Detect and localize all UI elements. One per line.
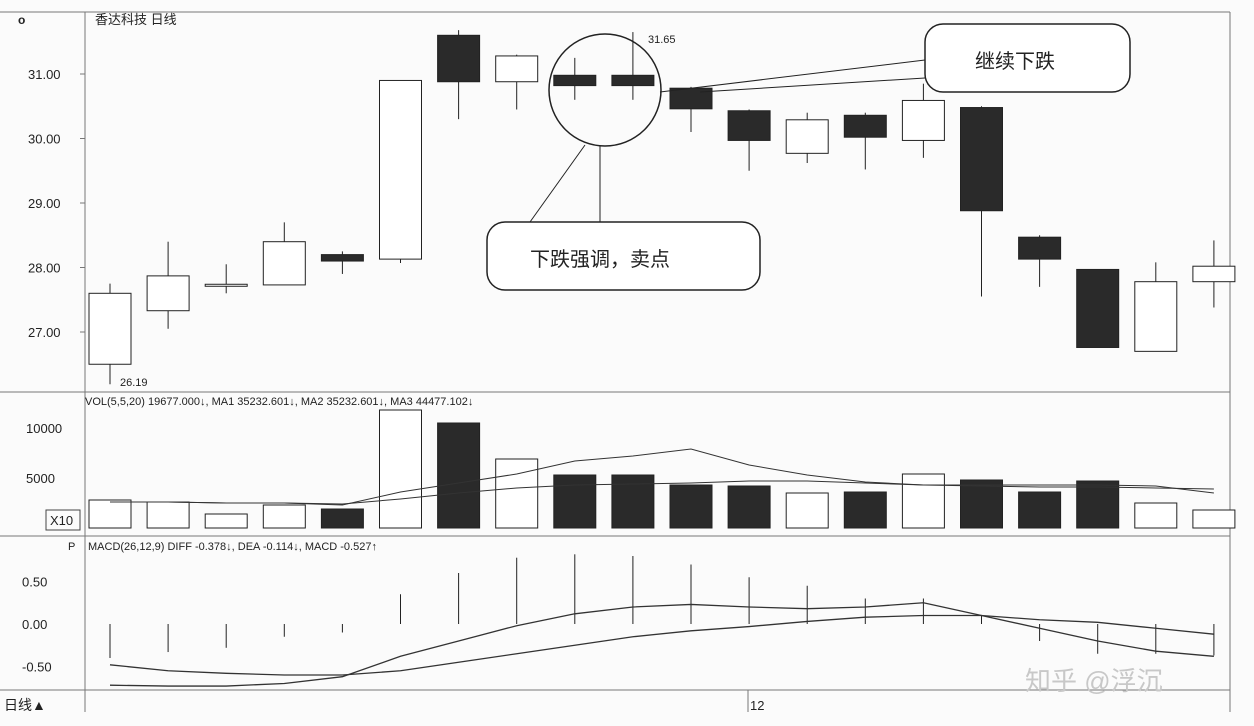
volume-bar [204, 513, 248, 529]
candle-down [320, 254, 364, 262]
volume-bar [437, 422, 481, 529]
callout-line [659, 59, 926, 93]
volume-ma-line [110, 480, 1214, 505]
period-button[interactable]: 日线▲ [4, 697, 46, 713]
volume-bar [1018, 491, 1062, 529]
macd-tick-label: -0.50 [22, 660, 52, 675]
price-tick-label: 29.00 [28, 196, 61, 211]
volume-bar [88, 499, 132, 529]
highlight-circle [548, 33, 662, 147]
candle-up [88, 292, 132, 365]
volume-bar [843, 491, 887, 529]
volume-bar [1076, 480, 1120, 529]
candle-down [611, 74, 655, 87]
callout-text: 继续下跌 [975, 50, 1055, 73]
high-price-label: 31.65 [648, 34, 676, 46]
candle-down [960, 107, 1003, 212]
volume-bar [960, 479, 1003, 529]
dea-line [109, 614, 1214, 676]
candle-down [1076, 268, 1120, 348]
volume-bar [1192, 509, 1236, 529]
callout-line [699, 77, 926, 93]
volume-bar [669, 484, 713, 529]
diff-line [109, 602, 1214, 687]
callout-box-continue-fall [924, 23, 1131, 93]
candle-up [204, 283, 248, 287]
unit-box [45, 509, 81, 531]
volume-bar [320, 508, 364, 529]
macd-mark: P [68, 541, 75, 553]
vol-header: VOL(5,5,20) 19677.000↓, MA1 35232.601↓, … [85, 396, 473, 408]
macd-tick-label: 0.00 [22, 617, 47, 632]
volume-bar [553, 474, 597, 529]
volume-bar [1134, 502, 1178, 529]
candle-up [1192, 265, 1236, 283]
x-tick-label: 12 [750, 698, 764, 713]
price-tick-label: 27.00 [28, 325, 61, 340]
macd-header: MACD(26,12,9) DIFF -0.378↓, DEA -0.114↓,… [88, 541, 377, 553]
volume-bar [379, 409, 422, 529]
candle-up [495, 55, 539, 83]
vol-tick-label: 5000 [26, 471, 55, 486]
candle-up [379, 79, 422, 260]
watermark: 知乎 @浮沉 [1025, 666, 1163, 696]
candle-down [1018, 236, 1062, 260]
vol-unit-label: X10 [50, 513, 73, 528]
candle-down [843, 114, 887, 138]
price-tick-label: 28.00 [28, 261, 61, 276]
callout-line [529, 144, 586, 223]
candle-down [553, 74, 597, 87]
volume-bar [146, 501, 190, 529]
corner-mark: o [18, 13, 25, 27]
candle-down [727, 110, 771, 141]
vol-tick-label: 10000 [26, 421, 62, 436]
candle-down [437, 34, 481, 83]
candle-up [785, 119, 829, 154]
candle-up [901, 99, 945, 141]
price-tick-label: 31.00 [28, 67, 61, 82]
volume-bar [495, 458, 539, 529]
candle-up [146, 275, 190, 312]
low-price-label: 26.19 [120, 377, 148, 389]
volume-bar [785, 492, 829, 529]
volume-bar [727, 485, 771, 529]
macd-tick-label: 0.50 [22, 575, 47, 590]
candle-up [1134, 281, 1178, 352]
candle-up [262, 241, 306, 286]
chart-title: 香达科技 日线 [95, 12, 177, 27]
volume-bar [901, 473, 945, 529]
volume-bar [611, 474, 655, 529]
callout-text: 下跌强调，卖点 [530, 248, 670, 271]
volume-bar [262, 504, 306, 529]
callout-box-sell-point [486, 221, 761, 291]
price-tick-label: 30.00 [28, 132, 61, 147]
